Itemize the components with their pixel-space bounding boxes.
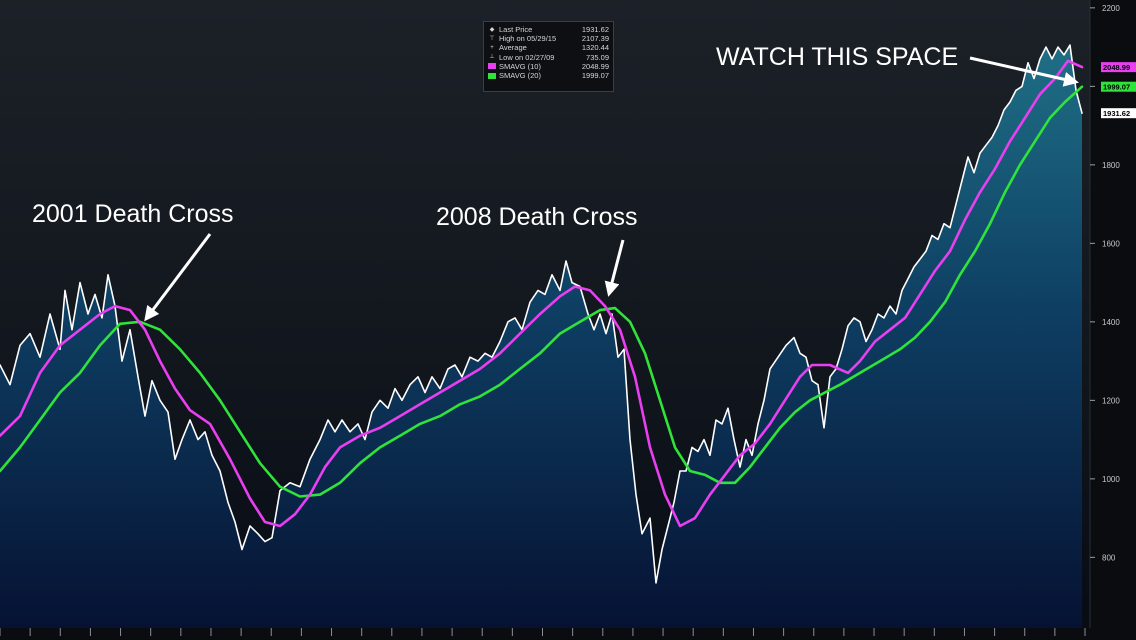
y-tick-label-1800: 1800 <box>1102 161 1120 170</box>
annotation-watch-this-space: WATCH THIS SPACE <box>716 43 958 71</box>
chart-legend: ◆ Last Price 1931.62 ⊤ High on 05/29/15 … <box>483 21 614 92</box>
legend-label: Low on 02/27/09 <box>499 52 555 62</box>
price-tag-last-price <box>1101 108 1136 119</box>
series-line-last-price <box>0 44 1083 584</box>
price-tag-smavg-10 <box>1101 62 1136 73</box>
sma10-swatch <box>488 63 496 70</box>
y-tick-label-2200: 2200 <box>1102 4 1120 13</box>
sma20-swatch <box>488 72 496 79</box>
price-tag-label-smavg-10: 2048.99 <box>1103 63 1130 72</box>
x-axis <box>0 628 1086 636</box>
legend-value: 1931.62 <box>581 25 609 34</box>
annotations: 2001 Death Cross 2008 Death Cross WATCH … <box>32 43 1079 322</box>
arrow-2008-death-cross <box>604 239 625 297</box>
y-tick-label-1200: 1200 <box>1102 396 1120 405</box>
arrow-2001-death-cross <box>144 233 212 322</box>
x-axis-strip <box>0 628 1090 640</box>
legend-row-sma20: SMAVG (20) 1999.07 <box>488 71 609 80</box>
price-tag-label-last-price: 1931.62 <box>1103 109 1130 118</box>
legend-row-high: ⊤ High on 05/29/15 2107.39 <box>488 34 609 43</box>
series-lines <box>0 44 1084 584</box>
y-tick-label-1400: 1400 <box>1102 318 1120 327</box>
legend-label: SMAVG (10) <box>499 61 541 71</box>
high-icon: ⊤ <box>489 35 495 42</box>
price-tags: 2048.99 1999.07 1931.62 <box>1101 62 1136 119</box>
price-tag-label-smavg-20: 1999.07 <box>1103 83 1130 92</box>
legend-label: SMAVG (20) <box>499 70 541 80</box>
average-icon: + <box>490 44 494 51</box>
legend-row-average: + Average 1320.44 <box>488 43 609 52</box>
series-line-smavg-10 <box>0 59 1084 528</box>
legend-label: Last Price <box>499 25 533 34</box>
y-tick-label-1600: 1600 <box>1102 239 1120 248</box>
y-axis-strip <box>1090 0 1136 640</box>
legend-label: Average <box>499 43 527 53</box>
y-tick-label-800: 800 <box>1102 553 1116 562</box>
legend-row-last-price: ◆ Last Price 1931.62 <box>488 25 609 34</box>
y-tick-label-1000: 1000 <box>1102 475 1120 484</box>
legend-value: 2048.99 <box>581 61 609 71</box>
arrow-watch-this-space <box>969 56 1079 87</box>
legend-value: 735.09 <box>586 52 609 62</box>
low-icon: ⊥ <box>489 54 495 61</box>
legend-row-sma10: SMAVG (10) 2048.99 <box>488 62 609 71</box>
annotation-2008-death-cross: 2008 Death Cross <box>436 203 638 231</box>
last-price-icon: ◆ <box>489 26 495 33</box>
price-area <box>0 45 1082 629</box>
legend-value: 1999.07 <box>581 70 609 80</box>
legend-value: 2107.39 <box>581 34 609 44</box>
price-area-fill <box>0 45 1082 629</box>
annotation-2001-death-cross: 2001 Death Cross <box>32 200 234 228</box>
legend-value: 1320.44 <box>581 43 609 53</box>
legend-label: High on 05/29/15 <box>499 34 557 44</box>
price-tag-smavg-20 <box>1101 81 1136 92</box>
legend-row-low: ⊥ Low on 02/27/09 735.09 <box>488 53 609 62</box>
